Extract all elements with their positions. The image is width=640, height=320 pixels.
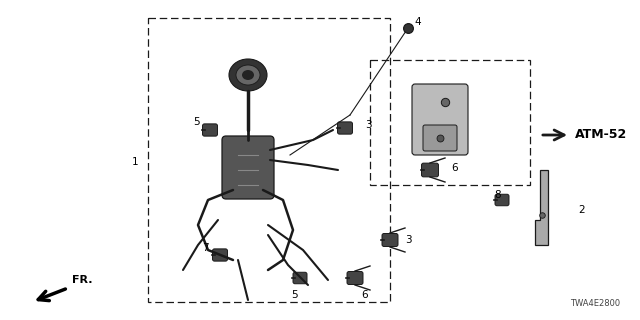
FancyBboxPatch shape (382, 234, 398, 246)
Text: FR.: FR. (72, 275, 93, 285)
Bar (148, 18, 390, 302)
Text: 2: 2 (579, 205, 586, 215)
FancyBboxPatch shape (412, 84, 468, 155)
FancyBboxPatch shape (212, 249, 227, 261)
Ellipse shape (236, 65, 260, 85)
Text: ATM-52: ATM-52 (575, 129, 627, 141)
Text: 7: 7 (202, 243, 208, 253)
Text: 5: 5 (193, 117, 199, 127)
Text: 1: 1 (132, 157, 138, 167)
Text: 5: 5 (292, 290, 298, 300)
Text: 6: 6 (362, 290, 368, 300)
FancyBboxPatch shape (422, 163, 438, 177)
Text: 3: 3 (404, 235, 412, 245)
FancyBboxPatch shape (222, 136, 274, 199)
FancyBboxPatch shape (423, 125, 457, 151)
Ellipse shape (229, 59, 267, 91)
Text: 6: 6 (452, 163, 458, 173)
Bar (370, 60, 530, 185)
FancyBboxPatch shape (293, 272, 307, 284)
Polygon shape (535, 170, 548, 245)
Text: 8: 8 (495, 190, 501, 200)
FancyBboxPatch shape (337, 122, 353, 134)
Text: TWA4E2800: TWA4E2800 (570, 299, 620, 308)
Text: 3: 3 (365, 120, 371, 130)
FancyBboxPatch shape (202, 124, 218, 136)
Ellipse shape (242, 70, 254, 80)
FancyBboxPatch shape (347, 271, 363, 284)
FancyBboxPatch shape (495, 194, 509, 206)
Text: 4: 4 (415, 17, 421, 27)
